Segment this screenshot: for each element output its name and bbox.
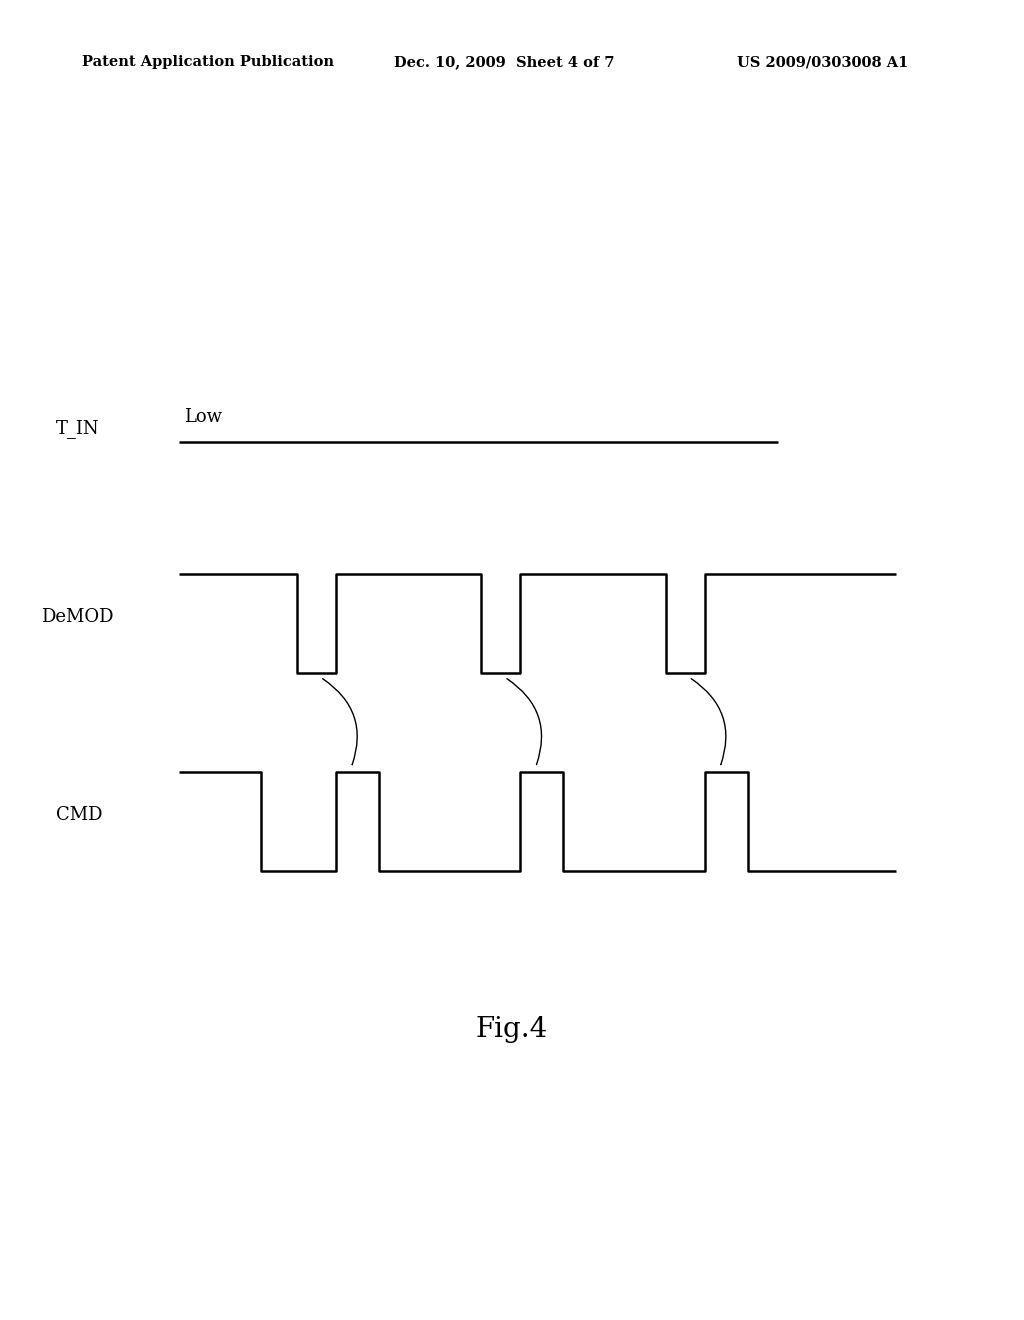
Text: T_IN: T_IN — [56, 420, 100, 438]
Text: Patent Application Publication: Patent Application Publication — [82, 55, 334, 70]
FancyArrowPatch shape — [323, 678, 357, 764]
FancyArrowPatch shape — [507, 678, 542, 764]
Text: US 2009/0303008 A1: US 2009/0303008 A1 — [737, 55, 908, 70]
Text: Dec. 10, 2009  Sheet 4 of 7: Dec. 10, 2009 Sheet 4 of 7 — [394, 55, 614, 70]
Text: DeMOD: DeMOD — [41, 609, 114, 626]
Text: Fig.4: Fig.4 — [476, 1016, 548, 1043]
Text: CMD: CMD — [56, 807, 102, 824]
FancyArrowPatch shape — [691, 678, 726, 764]
Text: Low: Low — [184, 408, 222, 426]
